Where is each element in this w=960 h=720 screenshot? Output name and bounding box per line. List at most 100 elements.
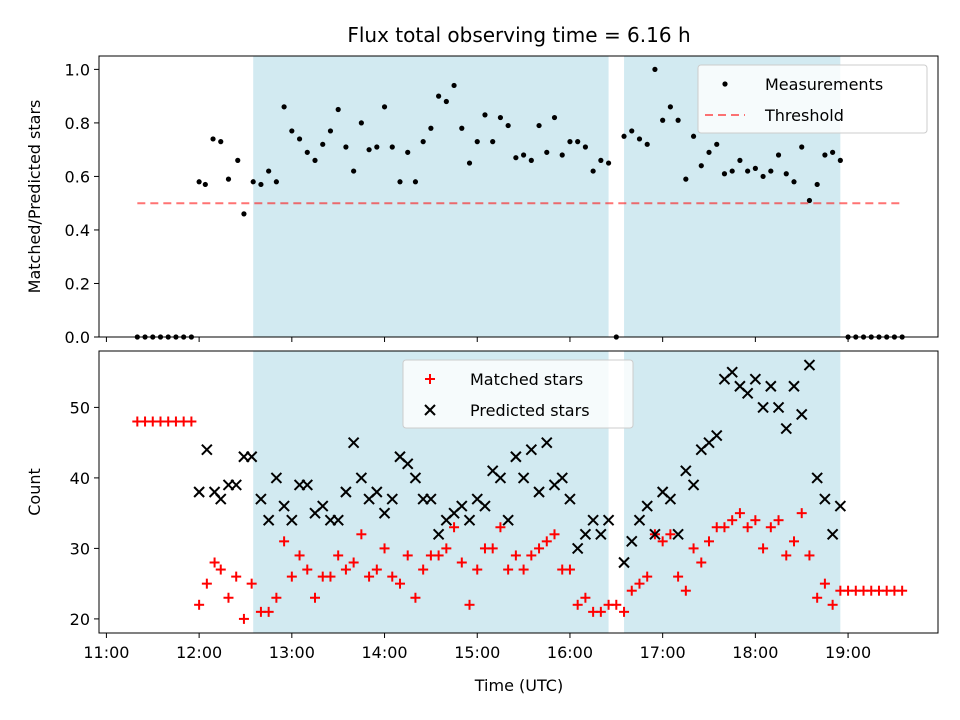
predicted-star-point — [796, 408, 808, 421]
measurement-point — [505, 122, 511, 129]
matched-star-point — [472, 564, 483, 575]
legend-box — [697, 64, 928, 134]
matched-star-point — [238, 613, 249, 624]
x-tick-label: 15:00 — [454, 643, 500, 662]
matched-star-point — [642, 571, 653, 582]
predicted-star-point — [641, 500, 653, 512]
legend: Measurements Threshold — [697, 64, 928, 134]
predicted-star-point — [463, 514, 476, 526]
matched-star-point — [487, 543, 498, 554]
predicted-star-point — [587, 514, 599, 526]
predicted-star-point — [579, 528, 592, 541]
predicted-star-point — [757, 401, 769, 414]
matched-star-point — [310, 592, 321, 603]
matched-star-point — [657, 536, 668, 547]
legend-label: Matched stars — [470, 370, 583, 389]
matched-star-point — [433, 550, 444, 561]
measurement-point — [675, 117, 681, 123]
matched-star-point — [827, 599, 838, 610]
measurement-point — [327, 128, 334, 134]
measurement-point — [351, 168, 357, 174]
predicted-star-point — [602, 514, 615, 526]
matched-star-point — [379, 543, 390, 554]
predicted-star-point — [664, 493, 677, 505]
matched-star-point — [727, 515, 738, 526]
measurement-point — [289, 128, 295, 134]
matched-star-point — [263, 606, 274, 617]
predicted-star-point — [425, 493, 437, 505]
legend-label: Predicted stars — [470, 401, 590, 420]
predicted-star-point — [834, 500, 847, 512]
x-tick-label: 13:00 — [269, 643, 315, 662]
measurement-point — [241, 211, 247, 217]
matched-star-point — [781, 550, 792, 561]
matched-star-point — [673, 571, 684, 582]
matched-star-point — [626, 585, 637, 596]
predicted-star-point — [672, 528, 684, 541]
predicted-star-point — [270, 472, 283, 484]
matched-star-point — [325, 571, 336, 582]
matched-star-point — [364, 571, 375, 582]
predicted-star-point — [230, 479, 242, 491]
measurement-point — [258, 181, 264, 188]
matched-star-point — [464, 599, 475, 610]
measurement-point — [196, 179, 202, 185]
predicted-star-point — [510, 451, 522, 463]
measurement-point — [567, 139, 573, 145]
measurement-point — [621, 133, 627, 139]
y-tick-label: 1.0 — [65, 60, 90, 79]
measurement-point — [466, 160, 473, 166]
matched-star-point — [788, 536, 799, 547]
top-panel: 0.0 0.2 0.4 0.6 0.8 1.0 Matched/Predicted star… — [25, 55, 939, 347]
measurement-point — [830, 149, 836, 155]
predicted-star-point — [533, 486, 545, 498]
predicted-star-point — [525, 443, 538, 456]
matched-star-point — [580, 592, 591, 603]
plot-frame — [98, 350, 939, 634]
legend-matched-swatch — [425, 374, 435, 384]
predicted-star-point — [711, 429, 723, 442]
matched-star-point — [819, 578, 830, 589]
matched-star-point — [286, 571, 297, 582]
matched-star-point — [734, 508, 745, 519]
measurement-point — [281, 104, 287, 110]
measurement-point — [366, 147, 372, 153]
matched-star-point — [812, 592, 823, 603]
predicted-star-point — [502, 514, 514, 526]
measurement-point — [202, 181, 208, 188]
measurement-point — [598, 157, 604, 163]
measurement-point — [218, 139, 224, 145]
predicted-star-point — [456, 500, 468, 512]
predicted-star-point — [826, 528, 839, 541]
measurement-point — [737, 157, 743, 163]
measurement-point — [412, 179, 419, 185]
legend-predicted-swatch — [424, 404, 436, 416]
measurement-point — [436, 93, 442, 99]
matched-star-point — [534, 543, 545, 554]
matched-star-point — [371, 564, 382, 575]
measurement-point — [335, 106, 341, 113]
measurement-point — [605, 160, 612, 166]
matched-star-point — [804, 550, 815, 561]
measurement-point — [304, 149, 310, 155]
predicted-star-point — [780, 422, 792, 435]
matched-star-point — [510, 550, 521, 561]
x-tick-label: 19:00 — [825, 643, 871, 662]
measurement-point — [451, 82, 457, 89]
measurement-point — [520, 152, 527, 158]
predicted-star-point — [432, 528, 445, 541]
predicted-star-point — [680, 465, 692, 477]
y-axis-label: Count — [25, 468, 44, 516]
measurement-point — [690, 133, 697, 139]
measurement-point — [714, 141, 720, 147]
predicted-star-point — [819, 493, 831, 505]
measurement-point — [582, 144, 589, 150]
legend: Matched stars Predicted stars — [402, 359, 634, 429]
observing-window-2 — [624, 351, 841, 633]
measurement-point — [760, 173, 766, 180]
measurement-point — [752, 165, 758, 171]
measurement-point — [814, 181, 820, 188]
predicted-star-point — [517, 472, 530, 484]
matched-star-point — [209, 557, 220, 568]
